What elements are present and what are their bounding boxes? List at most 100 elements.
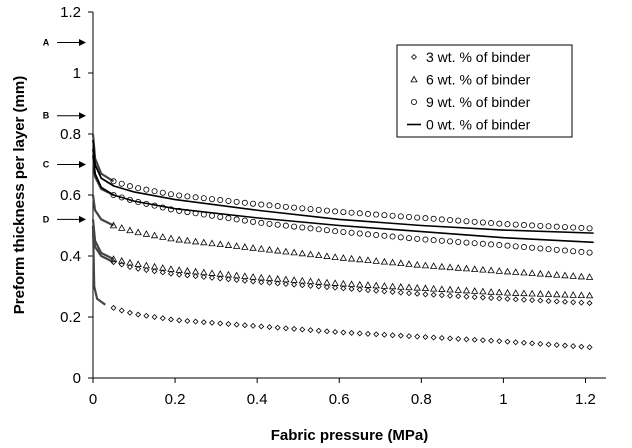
y-tick-label: 1 — [73, 65, 81, 82]
data-point — [512, 296, 519, 303]
data-point — [250, 322, 257, 329]
data-point — [135, 265, 142, 272]
data-point — [422, 215, 429, 222]
data-point — [561, 290, 569, 298]
data-point — [159, 315, 166, 322]
data-point — [323, 278, 331, 286]
data-point — [184, 193, 191, 200]
data-point — [520, 268, 528, 276]
data-point — [356, 286, 363, 293]
data-point — [258, 323, 265, 330]
data-point — [232, 271, 241, 279]
data-point — [250, 218, 257, 225]
data-point — [454, 264, 462, 271]
data-point — [389, 289, 396, 295]
data-point — [455, 293, 462, 300]
data-point — [495, 267, 503, 274]
data-point — [553, 271, 561, 278]
data-point — [241, 272, 249, 280]
data-point — [192, 273, 199, 280]
data-point — [586, 249, 593, 256]
marker-arrow-head — [79, 161, 86, 168]
data-point — [495, 288, 503, 296]
x-tick-label: 0.4 — [247, 391, 268, 408]
data-point — [570, 248, 577, 255]
data-point — [372, 281, 380, 289]
data-point — [249, 273, 257, 280]
data-point — [175, 266, 183, 273]
data-point — [586, 300, 593, 307]
y-tick-label: 0.4 — [60, 248, 81, 265]
data-point — [585, 273, 594, 280]
data-point — [545, 223, 552, 230]
data-point — [216, 240, 224, 248]
plot-area — [91, 133, 594, 351]
data-point — [200, 274, 207, 280]
data-point — [430, 215, 437, 222]
data-point — [488, 220, 495, 227]
legend-item-3: 0 wt. % of binder — [407, 117, 531, 133]
data-point — [315, 327, 322, 334]
data-point — [388, 282, 397, 290]
data-point — [299, 205, 306, 212]
series-line-3 — [92, 149, 594, 244]
data-point — [274, 280, 281, 287]
data-point — [274, 275, 282, 282]
data-point — [331, 279, 339, 286]
data-point — [340, 228, 347, 235]
data-point — [159, 264, 167, 271]
series-steep-segment — [91, 219, 115, 261]
data-point — [331, 253, 339, 260]
x-tick-label: 1 — [499, 391, 507, 408]
data-point — [422, 334, 429, 341]
data-point — [315, 283, 322, 290]
data-point — [200, 268, 208, 276]
data-point — [126, 226, 134, 234]
x-tick-label: 0.8 — [411, 391, 432, 408]
data-point — [462, 264, 471, 272]
series-diamond-7 — [91, 225, 593, 351]
data-point — [380, 257, 389, 265]
data-point — [134, 228, 142, 236]
data-point — [150, 262, 159, 270]
data-point — [258, 279, 265, 286]
data-point — [446, 263, 454, 271]
data-point — [200, 195, 207, 202]
data-point — [249, 244, 257, 251]
data-point — [503, 267, 512, 275]
y-tick-label: 0.2 — [60, 309, 81, 326]
data-point — [479, 287, 487, 295]
data-point — [488, 337, 495, 344]
data-point — [323, 227, 330, 234]
marker-arrow-head — [79, 39, 86, 46]
data-point — [429, 262, 438, 269]
data-point — [241, 322, 248, 329]
legend: 3 wt. % of binder 6 wt. % of binder 9 wt. … — [396, 44, 573, 138]
data-point — [306, 250, 315, 258]
data-point — [118, 261, 125, 268]
data-point — [553, 223, 560, 230]
data-point — [348, 209, 355, 216]
data-point — [134, 260, 142, 268]
data-point — [175, 235, 183, 243]
data-point — [397, 259, 405, 267]
data-point — [496, 242, 503, 249]
data-point — [184, 272, 191, 279]
data-point — [340, 285, 347, 292]
data-point — [257, 245, 265, 252]
data-point — [151, 268, 158, 275]
data-point — [159, 269, 166, 276]
data-point — [151, 314, 158, 320]
data-point — [586, 225, 593, 232]
data-point — [529, 244, 536, 251]
data-point — [258, 219, 265, 226]
data-point — [216, 270, 224, 277]
series-triangle-4 — [91, 194, 594, 280]
series-steep-segment — [91, 225, 106, 306]
series-line — [92, 140, 594, 234]
data-point — [233, 321, 240, 328]
data-point — [430, 291, 437, 298]
data-point — [315, 251, 323, 259]
data-point — [339, 254, 348, 261]
data-point — [561, 342, 568, 349]
